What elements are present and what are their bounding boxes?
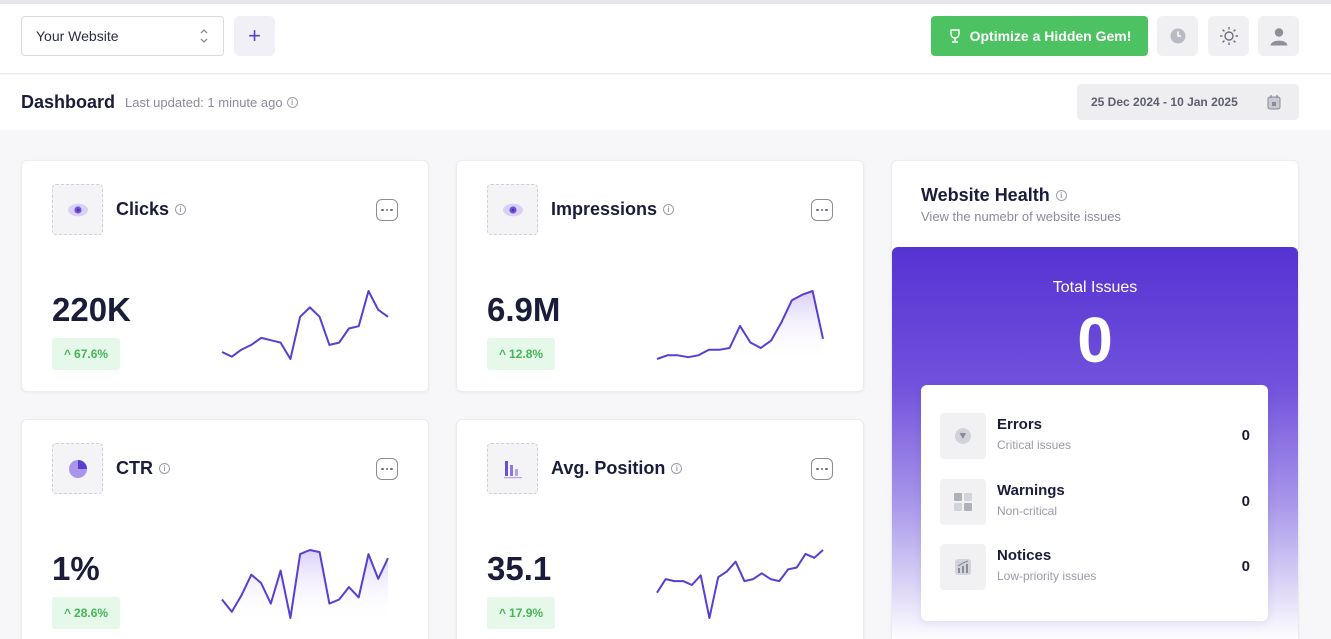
issue-count: 0: [1241, 427, 1250, 444]
alert-icon: [940, 413, 986, 459]
arrow-up-icon: ^: [64, 347, 72, 361]
page-title: Dashboard: [21, 92, 116, 112]
arrow-up-icon: ^: [64, 606, 72, 620]
metric-card-clicks: Clicks i 220K ^ 67.6%: [21, 160, 429, 392]
bar-chart-icon: [487, 443, 538, 494]
calendar-icon: [1267, 95, 1281, 110]
pie-chart-icon: [52, 443, 103, 494]
issue-count: 0: [1241, 558, 1250, 575]
metric-title: Clicks i: [116, 199, 187, 220]
metric-value: 220K: [52, 291, 131, 328]
issues-breakdown: Errors Critical issues 0 Warnings Non-cr…: [921, 385, 1268, 621]
total-issues-value: 0: [1077, 304, 1113, 376]
metric-value: 1%: [52, 550, 100, 587]
issue-count: 0: [1241, 493, 1250, 510]
chevron-updown-icon: [200, 29, 208, 43]
change-value: 67.6%: [74, 347, 109, 361]
user-icon: [1270, 28, 1287, 46]
sparkline-line: [221, 290, 389, 360]
impressions-sparkline: [656, 290, 824, 363]
info-icon[interactable]: i: [175, 204, 187, 215]
more-options-button[interactable]: [376, 199, 398, 221]
issue-description: Low-priority issues: [997, 569, 1097, 583]
arrow-up-icon: ^: [499, 347, 507, 361]
issue-name: Errors: [997, 416, 1043, 433]
website-select-value: Your Website: [36, 28, 119, 44]
issue-name: Notices: [997, 547, 1052, 564]
issue-name: Warnings: [997, 482, 1065, 499]
more-options-button[interactable]: [811, 458, 833, 480]
change-badge: ^ 28.6%: [52, 597, 121, 629]
more-options-button[interactable]: [376, 458, 398, 480]
metric-card-ctr: CTR i 1% ^ 28.6%: [21, 419, 429, 639]
dashboard-header: Dashboard Last updated: 1 minute ago i 2…: [0, 75, 1331, 130]
issue-row-notices[interactable]: Notices Low-priority issues 0: [940, 544, 1250, 592]
metric-title: Impressions i: [551, 199, 675, 220]
change-badge: ^ 67.6%: [52, 338, 121, 370]
arrow-up-icon: ^: [499, 606, 507, 620]
health-title: Website Health i: [921, 185, 1067, 206]
metric-title: CTR i: [116, 458, 170, 479]
metric-value: 35.1: [487, 550, 552, 587]
website-health-card: Website Health i View the numebr of webs…: [891, 160, 1299, 639]
sparkline-area: [222, 550, 388, 622]
theme-toggle-button[interactable]: [1208, 16, 1249, 56]
add-website-button[interactable]: +: [234, 16, 275, 56]
issue-description: Non-critical: [997, 504, 1058, 518]
optimize-label: Optimize a Hidden Gem!: [969, 28, 1132, 44]
change-value: 12.8%: [509, 347, 544, 361]
issue-row-errors[interactable]: Errors Critical issues 0: [940, 413, 1250, 461]
eye-icon: [487, 184, 538, 235]
metric-title-text: CTR: [116, 458, 153, 478]
info-icon[interactable]: i: [671, 463, 683, 474]
sparkline-line: [656, 549, 824, 619]
sparkline-line: [656, 290, 824, 360]
top-strip: [0, 0, 1331, 4]
sparkline-line: [221, 549, 389, 619]
info-icon[interactable]: i: [159, 463, 170, 474]
top-bar: Your Website + Optimize a Hidden Gem!: [0, 4, 1331, 74]
metric-value: 6.9M: [487, 291, 561, 328]
history-button[interactable]: [1157, 16, 1198, 56]
clicks-sparkline: [221, 290, 389, 360]
avg-position-sparkline: [656, 549, 824, 619]
metric-card-impressions: Impressions i 6.9M ^ 12.8%: [456, 160, 864, 392]
last-updated: Last updated: 1 minute ago i: [125, 95, 298, 110]
metric-title: Avg. Position i: [551, 458, 683, 479]
grid-icon: [940, 479, 986, 525]
eye-icon: [52, 184, 103, 235]
metric-card-avg-position: Avg. Position i 35.1 ^ 17.9%: [456, 419, 864, 639]
date-range-picker[interactable]: 25 Dec 2024 - 10 Jan 2025: [1077, 84, 1299, 120]
clock-icon: [1170, 28, 1185, 44]
user-menu-button[interactable]: [1258, 16, 1299, 56]
last-updated-text: Last updated: 1 minute ago: [125, 95, 283, 110]
total-issues-label: Total Issues: [1052, 279, 1138, 296]
chart-icon: [940, 544, 986, 590]
change-value: 28.6%: [74, 606, 109, 620]
info-icon[interactable]: i: [286, 97, 298, 108]
optimize-hidden-gem-button[interactable]: Optimize a Hidden Gem!: [931, 16, 1148, 56]
trophy-icon: [949, 29, 960, 43]
health-title-text: Website Health: [921, 185, 1050, 205]
issue-row-warnings[interactable]: Warnings Non-critical 0: [940, 479, 1250, 527]
change-badge: ^ 12.8%: [487, 338, 556, 370]
health-subtitle: View the numebr of website issues: [921, 209, 1121, 224]
issue-description: Critical issues: [997, 438, 1072, 452]
ctr-sparkline: [221, 549, 389, 622]
metric-title-text: Impressions: [551, 199, 658, 219]
info-icon[interactable]: i: [1055, 190, 1067, 201]
change-badge: ^ 17.9%: [487, 597, 556, 629]
change-value: 17.9%: [509, 606, 544, 620]
metric-title-text: Clicks: [116, 199, 170, 219]
sun-icon: [1219, 27, 1238, 45]
info-icon[interactable]: i: [663, 204, 675, 215]
metric-title-text: Avg. Position: [551, 458, 666, 478]
date-range-text: 25 Dec 2024 - 10 Jan 2025: [1091, 95, 1238, 109]
more-options-button[interactable]: [811, 199, 833, 221]
plus-icon: +: [248, 23, 261, 48]
website-select[interactable]: Your Website: [21, 16, 224, 56]
